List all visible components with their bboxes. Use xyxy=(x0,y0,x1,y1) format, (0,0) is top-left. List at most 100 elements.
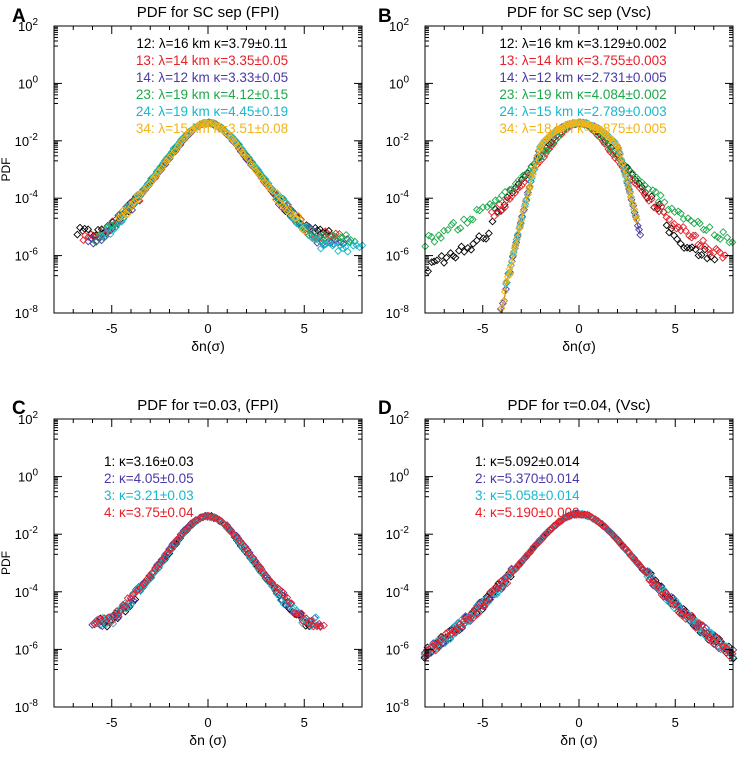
data-point xyxy=(631,211,640,220)
data-point xyxy=(128,199,137,208)
chart-title: PDF for τ=0.04, (Vsc) xyxy=(507,397,650,414)
data-point xyxy=(129,590,137,599)
data-point xyxy=(527,546,536,555)
y-tick-label: 10-4 xyxy=(386,189,410,206)
data-point xyxy=(632,215,641,224)
data-point xyxy=(482,234,491,243)
y-tick-label: 102 xyxy=(18,17,38,34)
data-point xyxy=(499,297,508,306)
y-tick-label: 10-2 xyxy=(386,132,410,149)
data-point xyxy=(624,182,633,191)
series-group xyxy=(421,118,737,313)
data-point xyxy=(697,250,706,259)
data-point xyxy=(124,602,133,611)
x-tick-label: -5 xyxy=(477,321,489,336)
data-point xyxy=(585,512,594,521)
y-tick-label: 10-2 xyxy=(15,132,39,149)
data-point xyxy=(672,600,680,609)
data-point xyxy=(430,237,439,246)
data-point xyxy=(194,516,203,524)
x-tick-label: 0 xyxy=(204,715,211,730)
data-point xyxy=(442,253,451,262)
y-axis: 102 100 10-2 10-4 10-6 10-8 xyxy=(386,410,733,715)
data-point xyxy=(546,525,554,534)
data-point xyxy=(86,234,95,243)
data-point xyxy=(123,210,132,219)
data-point xyxy=(213,514,222,523)
data-point xyxy=(685,244,694,253)
data-point xyxy=(636,230,645,239)
data-point xyxy=(460,247,469,256)
data-point xyxy=(186,520,195,529)
data-point xyxy=(513,233,522,242)
data-point xyxy=(501,203,510,211)
data-point xyxy=(543,146,552,155)
data-point xyxy=(472,205,481,214)
data-point xyxy=(98,231,107,240)
data-point xyxy=(223,522,232,531)
data-point xyxy=(654,197,663,206)
data-point xyxy=(502,196,511,205)
data-point xyxy=(669,600,678,609)
data-point xyxy=(427,232,436,241)
panel-a: A PDF for SC sep (FPI) -5 0 5 δn(σ) 102 100 10-2… xyxy=(0,4,367,354)
data-point xyxy=(152,562,161,571)
data-point xyxy=(518,212,527,221)
data-point xyxy=(583,510,592,519)
data-point xyxy=(467,245,476,254)
data-point xyxy=(103,613,112,622)
data-point xyxy=(654,583,663,592)
data-point xyxy=(520,202,529,211)
data-point xyxy=(516,220,525,229)
series-group xyxy=(420,509,738,663)
data-point xyxy=(593,517,602,526)
x-axis-label: δn(σ) xyxy=(191,338,225,354)
panel-label: B xyxy=(378,6,392,27)
legend-entry-3: 3: κ=3.21±0.03 xyxy=(104,488,194,503)
data-point xyxy=(551,127,560,136)
data-point xyxy=(491,196,500,205)
data-point xyxy=(291,213,300,222)
series-2 xyxy=(420,509,738,661)
data-point xyxy=(505,195,514,204)
data-point xyxy=(690,616,699,625)
data-point xyxy=(533,151,542,160)
data-point xyxy=(691,231,700,240)
data-point xyxy=(678,610,687,619)
data-point xyxy=(165,153,174,162)
data-point xyxy=(139,580,147,589)
data-point xyxy=(175,138,184,147)
data-point xyxy=(446,635,455,644)
data-point xyxy=(536,143,545,152)
data-point xyxy=(606,527,615,536)
y-axis-label: PDF xyxy=(0,158,13,182)
x-tick-label: 0 xyxy=(575,715,582,730)
x-tick-label: -5 xyxy=(477,715,489,730)
data-point xyxy=(319,621,328,630)
data-point xyxy=(676,209,685,218)
data-point xyxy=(554,133,562,142)
data-point xyxy=(206,119,215,128)
data-point xyxy=(126,594,135,602)
data-point xyxy=(523,189,532,198)
data-point xyxy=(88,620,97,629)
data-point xyxy=(509,248,518,256)
y-tick-label: 100 xyxy=(18,468,38,485)
data-point xyxy=(728,238,737,247)
data-point xyxy=(522,195,531,204)
data-point xyxy=(643,568,652,576)
data-point xyxy=(454,246,463,255)
data-point xyxy=(694,240,703,249)
data-point xyxy=(577,118,586,127)
data-point xyxy=(464,615,472,624)
data-point xyxy=(486,595,495,604)
data-point xyxy=(130,589,139,598)
data-point xyxy=(310,228,319,236)
data-point xyxy=(226,134,235,142)
data-point xyxy=(449,218,458,227)
data-point xyxy=(275,197,284,206)
data-point xyxy=(437,252,446,260)
data-point xyxy=(520,177,529,186)
data-point xyxy=(109,226,118,235)
data-point xyxy=(683,613,692,622)
